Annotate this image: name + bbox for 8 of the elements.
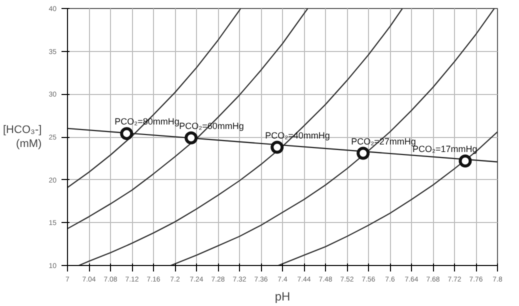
- y-axis-title: [HCO₃-] (mM): [3, 124, 42, 150]
- point: [458, 154, 472, 168]
- point: [356, 146, 370, 160]
- point: [270, 140, 284, 154]
- x-axis-title: pH: [274, 290, 290, 304]
- line-series: [68, 8, 242, 188]
- point: [184, 131, 198, 144]
- point: [120, 127, 134, 140]
